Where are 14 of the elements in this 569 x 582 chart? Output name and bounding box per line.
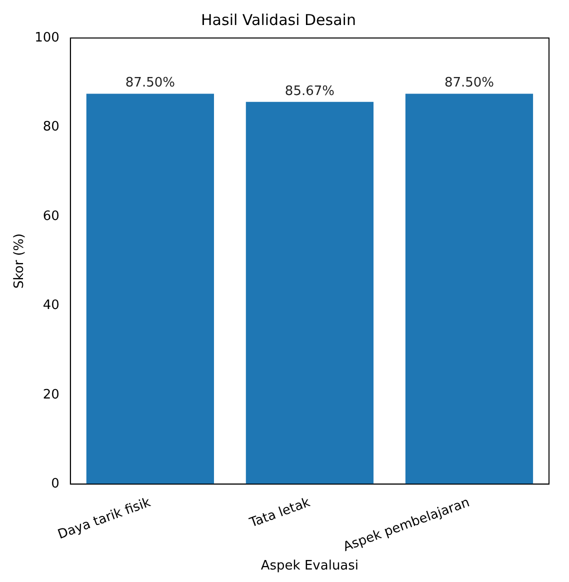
y-tick-label: 20 <box>42 387 60 402</box>
data-label: 87.50% <box>444 76 494 91</box>
data-label: 87.50% <box>125 76 175 91</box>
y-tick-label: 0 <box>51 476 60 492</box>
chart-title: Hasil Validasi Desain <box>201 10 356 29</box>
data-label: 85.67% <box>284 84 334 99</box>
y-tick-label: 100 <box>34 30 60 46</box>
x-tick-label: Daya tarik fisik <box>56 495 154 543</box>
y-tick-label: 80 <box>42 120 60 135</box>
y-axis-title: Skor (%) <box>12 233 28 289</box>
x-axis-title: Aspek Evaluasi <box>260 558 359 574</box>
y-tick-label: 40 <box>42 298 60 314</box>
x-tick-label: Tata letak <box>246 495 313 532</box>
y-tick-label: 60 <box>42 208 60 224</box>
